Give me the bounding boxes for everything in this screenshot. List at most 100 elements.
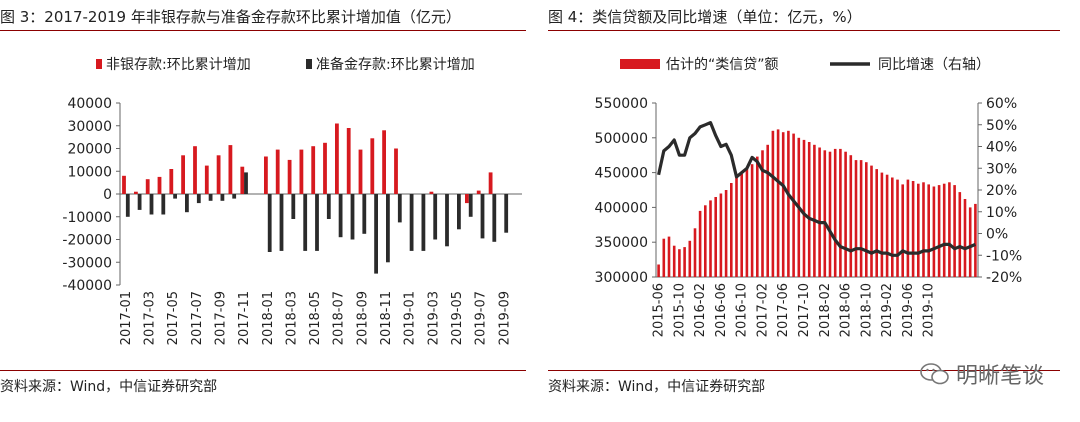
bar-credit <box>781 132 785 277</box>
bar-nonbank <box>169 169 174 194</box>
bar-credit <box>906 179 910 277</box>
y-tick-label: -10000 <box>62 210 112 226</box>
chart-panel-2: 图 4：类信贷额及同比增速（单位：亿元，%） 估计的“类信贷”额 同比增速（右轴）… <box>548 0 1080 422</box>
bar-reserve <box>244 172 248 194</box>
bar-reserve <box>480 194 485 239</box>
x-tick-label: 2019-05 <box>450 291 465 345</box>
bar-reserve <box>374 194 378 274</box>
bar-credit <box>792 133 795 277</box>
legend-label: 估计的“类信贷”额 <box>666 57 779 73</box>
x-tick-label: 2016-06 <box>714 283 729 337</box>
legend-swatch <box>306 59 312 69</box>
wechat-icon <box>920 363 949 385</box>
bar-credit <box>714 197 717 277</box>
x-tick-label: 2018-11 <box>379 291 394 345</box>
source-rule <box>548 370 1060 371</box>
bar-credit <box>891 177 894 277</box>
y-tick-label-left: 450000 <box>595 166 648 182</box>
x-tick-label: 2019-06 <box>901 283 916 337</box>
bar-credit <box>828 151 832 277</box>
x-tick-label: 2017-03 <box>143 291 158 345</box>
y-tick-label: -40000 <box>62 278 112 294</box>
y-tick-label-left: 300000 <box>595 270 648 286</box>
bar-credit <box>730 183 733 277</box>
y-tick-label: 30000 <box>67 119 112 135</box>
bar-credit <box>709 200 712 277</box>
bar-credit <box>833 148 837 277</box>
y-tick-label: 10000 <box>67 164 112 180</box>
legend-swatch <box>96 59 102 69</box>
bar-nonbank <box>311 146 316 194</box>
y-tick-label-left: 350000 <box>595 235 648 251</box>
y-tick-label-right: 20% <box>986 183 1017 199</box>
y-tick-label: 0 <box>103 187 112 203</box>
y-tick-label: 40000 <box>67 96 112 112</box>
bar-reserve <box>397 194 402 223</box>
bar-credit <box>875 169 878 277</box>
chart-2-svg: 估计的“类信贷”额 同比增速（右轴） 550000 500000 450000 40000… <box>595 57 1023 337</box>
title-rule <box>548 30 1060 31</box>
bar-credit <box>880 172 884 277</box>
x-tick-label: 2018-07 <box>332 291 347 345</box>
bar-credit <box>948 182 951 277</box>
bar-reserve <box>433 194 438 240</box>
x-tick-label: 2019-07 <box>474 291 489 345</box>
bar-nonbank <box>181 155 185 194</box>
bar-nonbank <box>370 138 375 194</box>
bar-nonbank <box>287 159 292 194</box>
bar-credit <box>724 190 728 277</box>
bar-nonbank <box>382 130 386 194</box>
bar-credit <box>859 160 863 277</box>
x-tick-label: 2017-01 <box>119 291 134 345</box>
bar-nonbank <box>323 142 327 194</box>
bar-credit <box>942 183 946 277</box>
bar-nonbank <box>465 194 469 204</box>
y-tick-label: -30000 <box>62 255 112 271</box>
bar-credit <box>854 160 858 277</box>
bar-credit <box>839 148 842 277</box>
bar-nonbank <box>204 165 209 194</box>
bar-credit <box>667 236 671 277</box>
bar-credit <box>813 144 816 277</box>
bar-credit <box>911 181 915 277</box>
bar-nonbank <box>429 191 434 194</box>
bar-credit <box>963 199 967 277</box>
bar-nonbank <box>488 172 493 194</box>
bar-credit <box>901 184 904 277</box>
x-tick-label: 2018-09 <box>355 291 370 345</box>
x-tick-label: 2016-10 <box>735 283 750 337</box>
bar-nonbank <box>394 148 398 194</box>
chart-panel-1: 图 3：2017-2019 年非银存款与准备金存款环比累计增加值（亿元） 非银存… <box>0 0 530 422</box>
y-tick-label: -20000 <box>62 233 112 249</box>
x-tick-label: 2015-06 <box>652 283 667 337</box>
bar-reserve <box>232 194 237 199</box>
bar-credit <box>937 185 941 277</box>
x-tick-label: 2017-06 <box>776 283 791 337</box>
bar-reserve <box>208 194 213 201</box>
bar-nonbank <box>299 149 304 194</box>
bar-reserve <box>362 194 367 234</box>
y-tick-label-right: 40% <box>986 140 1017 156</box>
x-tick-label: 2017-11 <box>237 291 252 345</box>
bar-nonbank <box>228 145 233 194</box>
bar-nonbank <box>264 156 268 194</box>
bar-credit <box>776 129 780 277</box>
source-rule <box>0 370 526 371</box>
bar-reserve <box>326 194 331 219</box>
bar-credit <box>802 139 806 277</box>
y-tick-label-left: 400000 <box>595 200 648 216</box>
bar-nonbank <box>335 123 339 194</box>
y-tick-label-right: 10% <box>986 205 1017 221</box>
chart-2-title: 图 4：类信贷额及同比增速（单位：亿元，%） <box>548 8 862 26</box>
bar-credit <box>761 150 764 277</box>
bar-nonbank <box>193 146 197 194</box>
title-rule <box>0 30 526 31</box>
bar-reserve <box>220 194 225 201</box>
bar-reserve <box>185 194 189 213</box>
bar-credit <box>750 164 754 277</box>
x-tick-label: 2017-02 <box>756 283 771 337</box>
bar-credit <box>756 156 759 277</box>
bar-reserve <box>457 194 461 230</box>
bar-credit <box>968 207 972 277</box>
bar-credit <box>927 184 930 277</box>
